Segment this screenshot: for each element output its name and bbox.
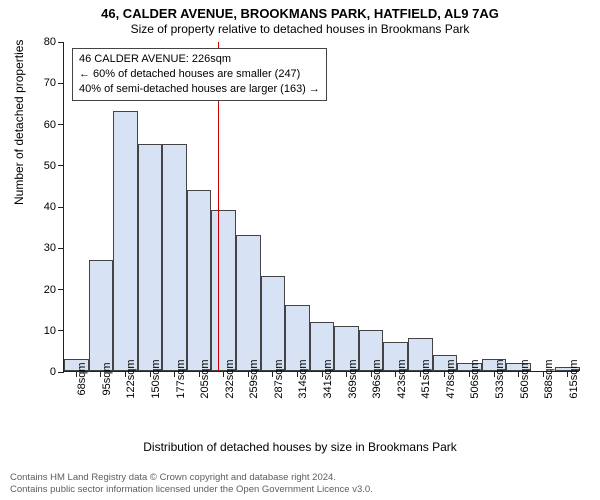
x-tick-label: 423sqm [396, 359, 408, 398]
x-tick-label: 177sqm [175, 359, 187, 398]
x-tick-label: 341sqm [322, 359, 334, 398]
x-tick-label: 232sqm [224, 359, 236, 398]
y-tick [58, 372, 64, 373]
y-tick-label: 40 [44, 201, 56, 213]
y-tick [58, 124, 64, 125]
x-tick-label: 506sqm [469, 359, 481, 398]
x-tick-label: 259sqm [248, 359, 260, 398]
y-tick-label: 0 [50, 366, 56, 378]
histogram-bar [261, 276, 286, 371]
annotation-line-2: ← 60% of detached houses are smaller (24… [79, 67, 320, 82]
plot-area: 0102030405060708068sqm95sqm122sqm150sqm1… [63, 42, 579, 372]
x-tick-label: 95sqm [101, 362, 113, 395]
x-tick-label: 478sqm [445, 359, 457, 398]
chart-title-address: 46, CALDER AVENUE, BROOKMANS PARK, HATFI… [0, 6, 600, 21]
y-tick [58, 42, 64, 43]
histogram-bar [138, 144, 163, 371]
x-tick-label: 314sqm [297, 359, 309, 398]
y-axis-title: Number of detached properties [12, 40, 26, 205]
y-tick-label: 10 [44, 325, 56, 337]
x-tick-label: 205sqm [199, 359, 211, 398]
x-tick-label: 150sqm [150, 359, 162, 398]
x-tick-label: 560sqm [519, 359, 531, 398]
y-tick-label: 80 [44, 36, 56, 48]
y-tick [58, 289, 64, 290]
x-tick-label: 122sqm [125, 359, 137, 398]
footer-line-2: Contains public sector information licen… [10, 484, 590, 496]
x-tick-label: 369sqm [347, 359, 359, 398]
y-tick [58, 248, 64, 249]
x-tick-label: 287sqm [273, 359, 285, 398]
x-tick-label: 533sqm [494, 359, 506, 398]
y-tick [58, 207, 64, 208]
histogram-bar [187, 190, 212, 372]
footer-attribution: Contains HM Land Registry data © Crown c… [10, 472, 590, 496]
histogram-bar [113, 111, 138, 371]
y-tick [58, 165, 64, 166]
y-tick-label: 70 [44, 77, 56, 89]
y-tick [58, 83, 64, 84]
y-tick-label: 60 [44, 119, 56, 131]
histogram-bar [162, 144, 187, 371]
chart-container: 46, CALDER AVENUE, BROOKMANS PARK, HATFI… [0, 0, 600, 500]
x-tick-label: 396sqm [371, 359, 383, 398]
annotation-line-1: 46 CALDER AVENUE: 226sqm [79, 52, 320, 67]
chart-title-subtitle: Size of property relative to detached ho… [0, 22, 600, 36]
histogram-bar [236, 235, 261, 371]
annotation-line-3: 40% of semi-detached houses are larger (… [79, 82, 320, 97]
x-tick-label: 588sqm [543, 359, 555, 398]
y-tick-label: 30 [44, 242, 56, 254]
footer-line-1: Contains HM Land Registry data © Crown c… [10, 472, 590, 484]
x-tick-label: 451sqm [420, 359, 432, 398]
y-tick [58, 330, 64, 331]
marker-annotation: 46 CALDER AVENUE: 226sqm ← 60% of detach… [72, 48, 327, 101]
y-tick-label: 50 [44, 160, 56, 172]
histogram-bar [89, 260, 114, 371]
histogram-bar [211, 210, 236, 371]
x-axis-title: Distribution of detached houses by size … [0, 440, 600, 454]
y-tick-label: 20 [44, 284, 56, 296]
x-tick-label: 68sqm [76, 362, 88, 395]
x-tick-label: 615sqm [568, 359, 580, 398]
